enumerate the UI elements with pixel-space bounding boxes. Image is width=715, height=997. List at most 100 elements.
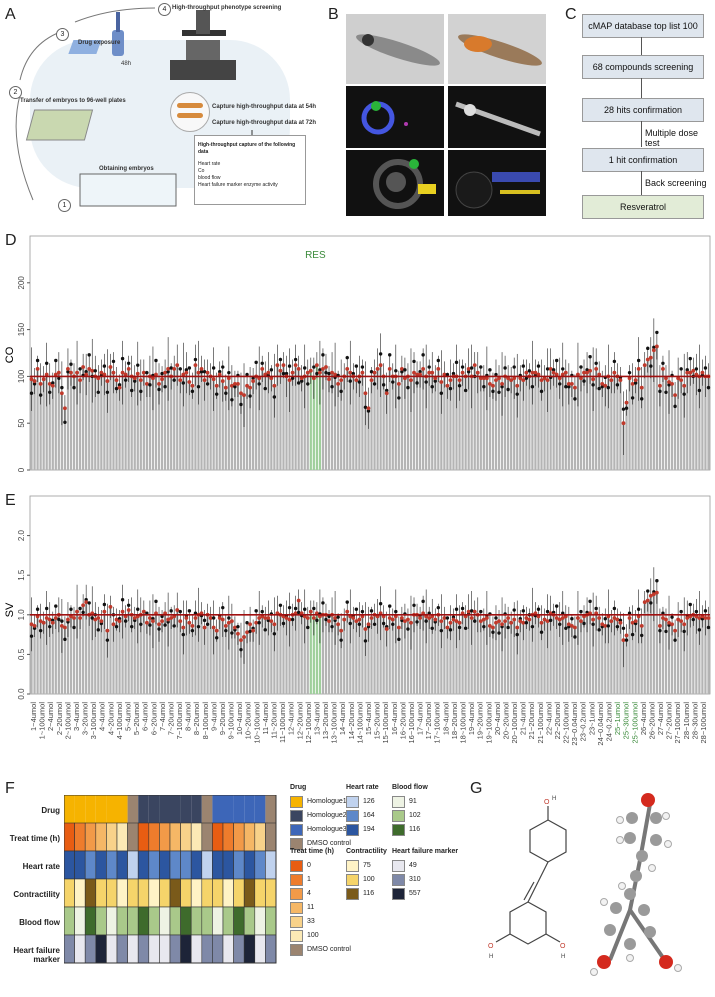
heatmap-cell bbox=[106, 878, 118, 908]
mean-marker bbox=[585, 370, 589, 375]
x-tick-label: 14~20umol bbox=[347, 702, 356, 740]
heatmap-cell bbox=[116, 906, 128, 936]
data-point bbox=[178, 367, 182, 371]
workflow-arrows bbox=[15, 7, 253, 207]
bar bbox=[100, 621, 103, 694]
bar bbox=[494, 380, 498, 470]
bar bbox=[212, 627, 215, 694]
bar bbox=[473, 365, 476, 470]
bar bbox=[604, 385, 607, 470]
mean-marker bbox=[78, 616, 82, 620]
data-point bbox=[597, 628, 601, 632]
mean-marker bbox=[563, 370, 568, 375]
mean-marker bbox=[618, 620, 623, 625]
bar bbox=[154, 613, 158, 694]
bar bbox=[428, 372, 431, 470]
flow-box-68: 68 compounds screening bbox=[582, 55, 704, 79]
mean-marker bbox=[682, 622, 687, 627]
heatmap-cell bbox=[201, 822, 213, 852]
bar bbox=[470, 617, 473, 694]
mean-marker bbox=[436, 367, 441, 371]
heatmap-cell bbox=[106, 906, 118, 936]
heatmap-cell bbox=[254, 850, 266, 880]
heatmap-cell bbox=[148, 822, 160, 852]
panel-letter-a: A bbox=[5, 6, 16, 23]
bar bbox=[637, 368, 640, 470]
heatmap-cell bbox=[222, 822, 234, 852]
mean-marker bbox=[509, 378, 514, 383]
bar bbox=[361, 372, 364, 470]
bar bbox=[397, 383, 400, 470]
mean-marker bbox=[47, 381, 52, 386]
mean-marker bbox=[630, 381, 635, 386]
mean-marker bbox=[542, 617, 547, 622]
mean-marker bbox=[141, 609, 146, 614]
mean-marker bbox=[457, 378, 462, 383]
mean-marker bbox=[144, 381, 149, 386]
bar bbox=[197, 372, 200, 470]
mean-marker bbox=[481, 617, 486, 622]
mean-marker bbox=[41, 620, 46, 625]
step-number-2: 2 bbox=[9, 86, 22, 99]
legend-swatch bbox=[290, 902, 303, 914]
data-point bbox=[615, 383, 620, 387]
bar bbox=[373, 614, 376, 694]
x-tick-label: 3~20umol bbox=[81, 702, 90, 735]
mean-marker bbox=[679, 378, 684, 383]
x-tick-label: 20~20umol bbox=[501, 702, 510, 740]
data-point bbox=[664, 629, 668, 634]
mean-marker bbox=[597, 616, 602, 620]
mean-marker bbox=[263, 616, 268, 620]
bar bbox=[482, 378, 485, 470]
data-point bbox=[703, 609, 708, 613]
data-point bbox=[391, 380, 395, 384]
bar bbox=[337, 383, 340, 470]
data-point bbox=[621, 407, 626, 411]
bar bbox=[567, 624, 570, 694]
data-point bbox=[187, 366, 192, 370]
mean-marker bbox=[63, 625, 67, 630]
bar bbox=[543, 619, 546, 694]
mean-marker bbox=[539, 378, 544, 383]
bar bbox=[324, 614, 328, 694]
heatmap-grid bbox=[64, 795, 277, 964]
x-tick-label: 6~20umol bbox=[149, 702, 158, 735]
data-point bbox=[573, 397, 577, 401]
x-tick-label: 21~20umol bbox=[527, 702, 536, 740]
x-tick-label: 9~100umol bbox=[227, 702, 236, 740]
heatmap-cell bbox=[137, 822, 150, 852]
bar bbox=[69, 372, 73, 470]
data-point bbox=[512, 608, 516, 612]
bar bbox=[36, 368, 39, 470]
data-point bbox=[545, 367, 550, 371]
bar bbox=[267, 372, 270, 470]
bar bbox=[291, 614, 294, 694]
bar bbox=[385, 629, 388, 694]
mean-marker bbox=[220, 617, 225, 622]
mean-marker bbox=[132, 616, 137, 620]
heatmap-cell bbox=[159, 822, 171, 852]
legend-item-label: 75 bbox=[363, 862, 371, 869]
bar bbox=[625, 635, 628, 694]
bar bbox=[346, 611, 349, 694]
bar bbox=[701, 372, 704, 470]
flow-box-resveratrol: Resveratrol bbox=[582, 195, 704, 219]
bar bbox=[616, 619, 619, 694]
bar bbox=[628, 617, 631, 694]
bar bbox=[63, 408, 67, 470]
bar bbox=[443, 617, 446, 694]
bar bbox=[212, 379, 215, 470]
x-tick-label: 11~4umol bbox=[261, 702, 270, 735]
bar bbox=[576, 617, 580, 694]
data-point bbox=[691, 617, 696, 622]
bar bbox=[698, 617, 701, 694]
row-label-blood-flow: Blood flow bbox=[19, 918, 60, 927]
data-point bbox=[655, 330, 659, 335]
bar bbox=[109, 606, 112, 694]
data-point bbox=[646, 589, 650, 593]
data-point bbox=[348, 379, 352, 383]
mean-marker bbox=[154, 372, 158, 377]
mean-marker bbox=[75, 370, 79, 375]
data-point bbox=[406, 385, 410, 390]
bar bbox=[330, 372, 334, 470]
